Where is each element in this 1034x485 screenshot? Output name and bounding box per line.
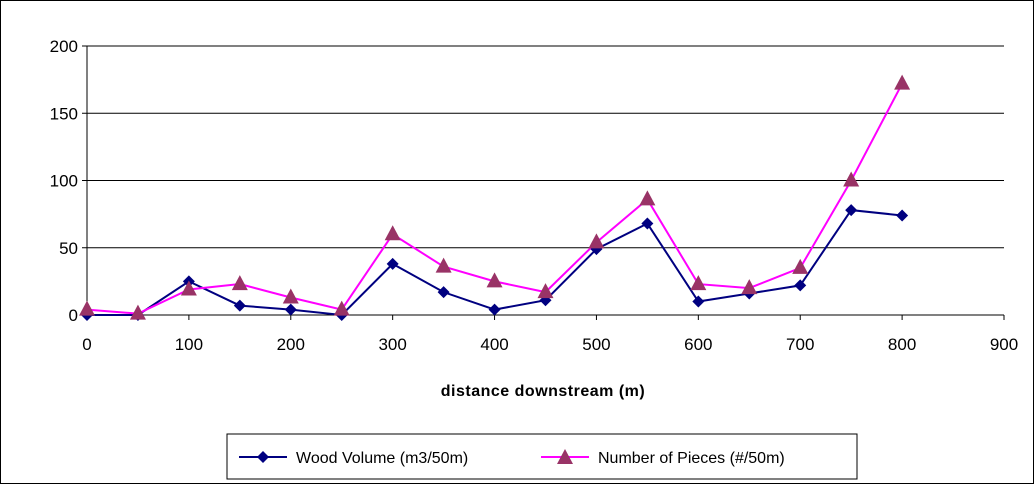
series-line-wood-volume [87, 209, 903, 317]
number-of-pieces-point [282, 288, 299, 304]
wood-volume-point [896, 209, 909, 222]
axis-ticks: 0 50 100 150 200 0 100 200 300 400 500 600 700 800 900 [50, 37, 1019, 354]
x-tick-label: 400 [480, 335, 508, 354]
legend-diamond-marker [257, 451, 269, 463]
number-of-pieces-point [180, 280, 197, 296]
x-axis-title: distance downstream (m) [441, 383, 645, 400]
wood-volume-point [692, 295, 705, 308]
y-tick-label: 150 [50, 104, 78, 123]
legend-label-number-of-pieces: Number of Pieces (#/50m) [598, 450, 785, 467]
legend-label-wood-volume: Wood Volume (m3/50m) [296, 450, 468, 467]
wood-volume-point [437, 286, 450, 299]
wood-volume-point [284, 303, 297, 316]
legend: Wood Volume (m3/50m) Number of Pieces (#… [226, 433, 858, 480]
x-tick-label: 200 [277, 335, 305, 354]
number-of-pieces-point [384, 225, 401, 241]
x-tick-label: 100 [175, 335, 203, 354]
y-tick-label: 50 [59, 239, 78, 258]
number-of-pieces-point [333, 300, 350, 316]
y-tick-label: 100 [50, 172, 78, 191]
legend-item-wood-volume: Wood Volume (m3/50m) [239, 450, 468, 467]
number-of-pieces-point [792, 258, 809, 274]
number-of-pieces-point [588, 233, 605, 249]
number-of-pieces-point [129, 304, 146, 320]
legend-triangle-marker [557, 449, 573, 464]
number-of-pieces-point [741, 279, 758, 295]
number-of-pieces-point [231, 275, 248, 291]
number-of-pieces-point [690, 275, 707, 291]
x-tick-label: 900 [990, 335, 1018, 354]
number-of-pieces-point [639, 190, 656, 206]
number-of-pieces-point [537, 283, 554, 299]
x-tick-label: 800 [888, 335, 916, 354]
x-tick-label: 700 [786, 335, 814, 354]
wood-volume-point [845, 204, 858, 217]
number-of-pieces-point [843, 171, 860, 187]
wood-volume-point [641, 217, 654, 230]
number-of-pieces-point [486, 272, 503, 288]
series-layer [79, 74, 911, 321]
x-tick-label: 600 [684, 335, 712, 354]
number-of-pieces-point [894, 74, 911, 90]
x-tick-label: 300 [378, 335, 406, 354]
y-tick-label: 200 [50, 37, 78, 56]
wood-volume-point [794, 279, 807, 292]
wood-volume-point [488, 303, 501, 316]
x-tick-label: 500 [582, 335, 610, 354]
gridlines [87, 45, 1004, 249]
number-of-pieces-point [435, 257, 452, 273]
wood-volume-point [233, 299, 246, 312]
x-tick-label: 0 [82, 335, 91, 354]
number-of-pieces-point [79, 300, 95, 316]
y-tick-label: 0 [69, 306, 78, 325]
legend-item-number-of-pieces: Number of Pieces (#/50m) [541, 449, 785, 467]
wood-volume-point [386, 257, 399, 270]
